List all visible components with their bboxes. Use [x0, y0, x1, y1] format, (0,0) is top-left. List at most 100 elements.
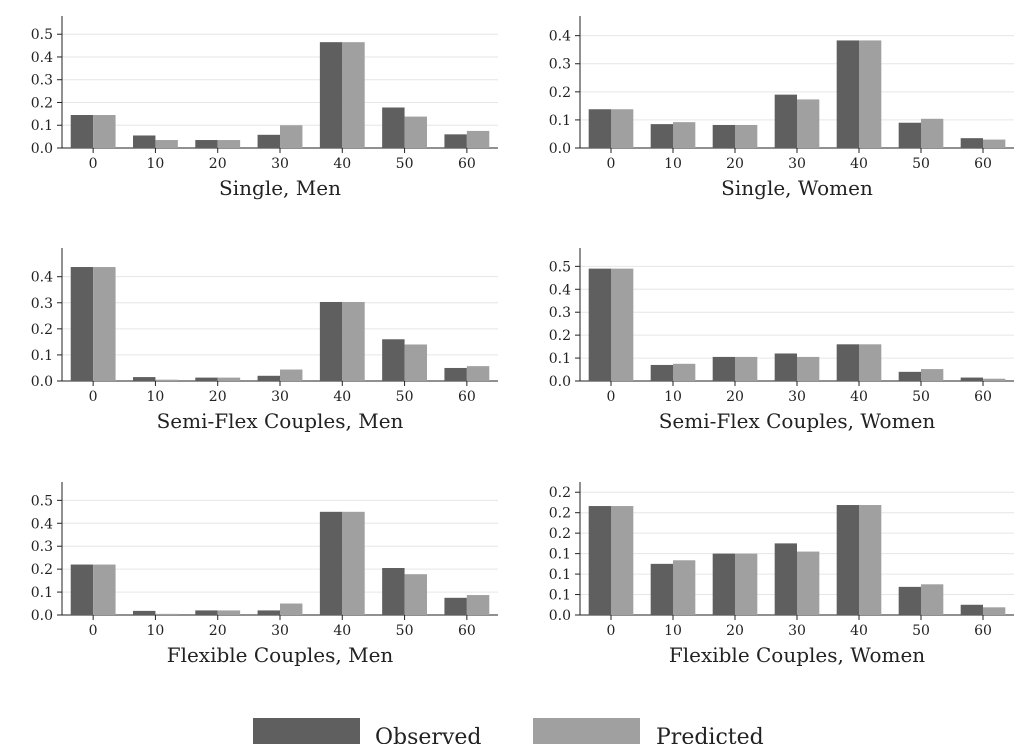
x-tick-label: 10: [147, 389, 165, 405]
y-tick-label: 0.5: [31, 493, 53, 509]
bar-observed-20: [195, 610, 218, 615]
bar-observed-0: [588, 109, 611, 148]
bar-observed-20: [712, 553, 735, 615]
bar-predicted-10: [155, 613, 178, 615]
x-tick-label: 60: [974, 156, 992, 172]
bar-predicted-30: [280, 369, 303, 381]
x-tick-label: 10: [664, 389, 682, 405]
bar-predicted-30: [280, 125, 303, 148]
bar-observed-30: [774, 353, 797, 381]
x-tick-label: 20: [726, 156, 744, 172]
x-tick-label: 10: [147, 156, 165, 172]
bar-predicted-50: [921, 584, 944, 615]
bar-observed-60: [960, 604, 983, 615]
bar-predicted-0: [611, 109, 634, 148]
bar-predicted-20: [735, 356, 758, 381]
x-tick-label: 0: [607, 156, 616, 172]
y-tick-label: 0.1: [31, 118, 53, 134]
bar-observed-0: [70, 267, 94, 381]
x-tick-label: 30: [788, 156, 806, 172]
panel-1: 0.0 0.1 0.2 0.3 0.4 0.5 0 10 20 30 40 50 60 Single, M…: [31, 16, 498, 200]
bar-predicted-30: [797, 99, 820, 148]
bar-observed-60: [960, 377, 983, 381]
bar-predicted-50: [921, 118, 944, 148]
panel-title: Single, Women: [721, 176, 873, 200]
bar-predicted-40: [342, 301, 365, 381]
panel-title: Single, Men: [219, 176, 341, 200]
legend-swatch-predicted: [533, 718, 640, 744]
bar-predicted-40: [342, 511, 365, 615]
x-tick-label: 50: [912, 389, 930, 405]
x-tick-label: 30: [271, 623, 289, 639]
y-tick-label: 0.4: [549, 282, 571, 298]
y-tick-label: 0.3: [31, 296, 53, 312]
bar-observed-40: [836, 505, 859, 615]
x-tick-label: 30: [788, 623, 806, 639]
y-tick-label: 0.2: [549, 485, 571, 501]
y-tick-label: 0.1: [549, 547, 571, 563]
bar-predicted-60: [466, 366, 490, 381]
x-tick-label: 50: [396, 389, 414, 405]
bar-observed-40: [319, 301, 343, 381]
bar-predicted-0: [611, 506, 634, 615]
bar-observed-50: [898, 371, 921, 381]
bar-predicted-40: [859, 505, 882, 615]
x-tick-label: 0: [89, 389, 98, 405]
x-tick-label: 50: [912, 156, 930, 172]
y-tick-label: 0.0: [549, 374, 571, 390]
y-tick-label: 0.3: [549, 305, 571, 321]
legend: Observed Predicted: [253, 718, 764, 744]
bar-observed-0: [70, 115, 94, 148]
y-tick-label: 0.1: [549, 567, 571, 583]
bar-observed-10: [650, 124, 673, 148]
x-tick-label: 40: [333, 389, 351, 405]
bar-observed-0: [588, 506, 611, 615]
bar-observed-10: [133, 377, 156, 381]
bar-observed-30: [257, 610, 280, 615]
y-tick-label: 0.2: [31, 95, 53, 111]
x-tick-label: 20: [726, 389, 744, 405]
bar-observed-30: [774, 94, 797, 148]
y-tick-label: 0.0: [31, 608, 53, 624]
legend-label-predicted: Predicted: [656, 725, 764, 744]
bar-predicted-20: [217, 140, 241, 148]
x-tick-label: 60: [458, 623, 476, 639]
bar-predicted-10: [673, 363, 696, 381]
bar-observed-60: [444, 134, 467, 148]
bar-predicted-40: [859, 40, 882, 148]
panel-title: Semi-Flex Couples, Men: [157, 409, 404, 433]
y-tick-label: 0.2: [549, 85, 571, 101]
x-tick-label: 60: [974, 389, 992, 405]
bar-predicted-60: [466, 595, 490, 615]
bar-predicted-0: [93, 115, 116, 148]
y-tick-label: 0.2: [549, 506, 571, 522]
bar-predicted-0: [93, 267, 116, 381]
bar-predicted-40: [342, 42, 365, 149]
bar-observed-50: [382, 339, 405, 381]
y-tick-label: 0.2: [549, 526, 571, 542]
y-tick-label: 0.0: [31, 374, 53, 390]
x-tick-label: 20: [209, 389, 227, 405]
y-tick-label: 0.1: [31, 585, 53, 601]
bar-observed-40: [319, 511, 343, 615]
bar-predicted-50: [404, 344, 427, 381]
y-tick-label: 0.2: [31, 562, 53, 578]
y-tick-label: 0.2: [549, 328, 571, 344]
bar-observed-60: [444, 597, 467, 615]
y-tick-label: 0.4: [31, 516, 53, 532]
panel-title: Flexible Couples, Men: [167, 643, 394, 667]
bar-predicted-50: [404, 574, 427, 615]
bar-observed-10: [650, 364, 673, 381]
panel-title: Flexible Couples, Women: [669, 643, 925, 667]
y-tick-label: 0.5: [549, 259, 571, 275]
bar-predicted-20: [735, 553, 758, 615]
y-tick-label: 0.1: [549, 351, 571, 367]
bar-observed-10: [650, 563, 673, 615]
bar-predicted-20: [735, 124, 758, 148]
bar-observed-0: [588, 268, 611, 381]
panel-6: 0.0 0.1 0.1 0.1 0.2 0.2 0.2 0 10 20 30 40 50 60 Flexib…: [549, 482, 1014, 667]
x-tick-label: 30: [271, 156, 289, 172]
bar-observed-40: [836, 344, 859, 381]
panel-title: Semi-Flex Couples, Women: [659, 409, 936, 433]
